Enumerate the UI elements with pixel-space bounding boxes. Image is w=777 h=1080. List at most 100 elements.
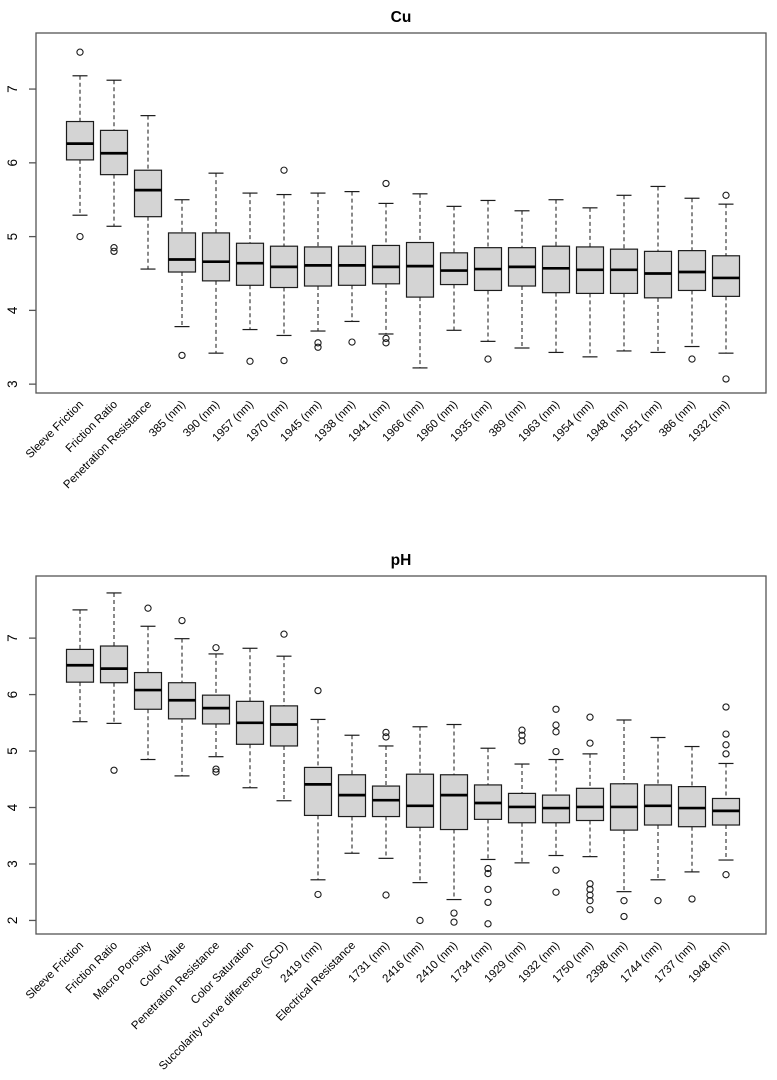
outlier-point	[484, 355, 492, 363]
iqr-box	[303, 766, 333, 817]
outlier-point	[110, 244, 118, 252]
outlier-point	[484, 898, 492, 907]
outlier-point	[722, 375, 730, 383]
outlier-point	[484, 920, 492, 928]
iqr-box	[405, 773, 435, 828]
y-axis-tick-label: 3	[5, 380, 20, 388]
plot-frame	[35, 575, 767, 935]
outlier-point	[382, 733, 390, 741]
outlier-point	[688, 895, 696, 903]
iqr-box	[133, 169, 163, 218]
box-1945-nm	[303, 192, 333, 351]
box-1963-nm	[541, 199, 571, 354]
box-sleeve-friction	[65, 609, 95, 723]
box-389-nm	[507, 210, 537, 349]
outlier-point	[314, 343, 322, 351]
box-1750-nm	[575, 713, 605, 914]
outlier-point	[212, 765, 220, 773]
outlier-point	[654, 897, 662, 905]
y-axis-tick-label: 4	[5, 803, 20, 811]
box-1970-nm	[269, 166, 299, 365]
outlier-point	[382, 728, 390, 737]
outlier-point	[178, 351, 186, 360]
outlier-point	[314, 890, 322, 899]
outlier-point	[314, 686, 322, 695]
box-1954-nm	[575, 207, 605, 358]
outlier-point	[416, 916, 424, 925]
outlier-point	[586, 885, 594, 894]
box-1951-nm	[643, 185, 673, 354]
y-axis-tick-label: 3	[5, 860, 20, 868]
outlier-point	[586, 906, 594, 914]
outlier-point	[450, 909, 458, 917]
y-axis-tick-label: 4	[5, 306, 20, 314]
y-axis-tick-label: 5	[5, 747, 20, 755]
outlier-point	[212, 644, 220, 652]
outlier-point	[348, 338, 356, 346]
box-386-nm	[677, 197, 707, 363]
box-penetration-resistance	[133, 115, 163, 270]
outlier-point	[280, 166, 288, 174]
box-1941-nm	[371, 179, 401, 347]
outlier-point	[382, 891, 390, 899]
outlier-point	[212, 768, 220, 776]
x-axis-label: Sleeve Friction	[24, 399, 86, 461]
box-2398-nm	[609, 719, 639, 921]
x-axis-label: Color Saturation	[189, 940, 256, 1007]
iqr-box	[65, 120, 95, 161]
box-penetration-resistance	[201, 644, 231, 776]
iqr-box	[677, 250, 707, 292]
box-390-nm	[201, 172, 231, 354]
iqr-box	[405, 241, 435, 298]
box-succolarity-curve-difference-scd	[269, 630, 299, 802]
outlier-point	[722, 741, 730, 749]
outlier-point	[484, 885, 492, 894]
iqr-box	[269, 705, 299, 747]
x-axis-label: Succolarity curve difference (SCD)	[157, 940, 290, 1073]
outlier-point	[518, 737, 526, 745]
outlier-point	[688, 355, 696, 363]
box-1948-nm	[609, 194, 639, 352]
y-axis-tick-label: 7	[5, 634, 20, 642]
outlier-point	[552, 747, 560, 756]
iqr-box	[201, 694, 231, 725]
outlier-point	[586, 713, 594, 721]
outlier-point	[382, 339, 390, 347]
box-1744-nm	[643, 736, 673, 905]
outlier-point	[722, 750, 730, 758]
outlier-point	[144, 604, 152, 612]
box-1932-nm	[711, 191, 741, 383]
outlier-point	[484, 864, 492, 873]
y-axis-tick-label: 6	[5, 691, 20, 699]
outlier-point	[382, 179, 390, 188]
box-2419-nm	[303, 686, 333, 899]
outlier-point	[76, 232, 84, 241]
box-electrical-resistance	[337, 734, 367, 854]
box-1960-nm	[439, 205, 469, 331]
y-axis-tick-label: 6	[5, 159, 20, 167]
box-1948-nm	[711, 703, 741, 879]
box-385-nm	[167, 199, 197, 360]
box-1966-nm	[405, 193, 435, 369]
chart-title: Cu	[391, 9, 412, 26]
outlier-point	[110, 766, 118, 774]
box-1737-nm	[677, 745, 707, 903]
box-1731-nm	[371, 728, 401, 899]
iqr-box	[371, 244, 401, 285]
box-macro-porosity	[133, 604, 163, 761]
outlier-point	[552, 728, 560, 736]
box-friction-ratio	[99, 79, 129, 256]
outlier-point	[178, 616, 186, 625]
box-2410-nm	[439, 723, 469, 926]
outlier-point	[620, 897, 628, 905]
outlier-point	[722, 730, 730, 738]
outlier-point	[722, 191, 730, 199]
outlier-point	[552, 705, 560, 713]
chart-title: pH	[391, 552, 412, 569]
outlier-point	[586, 891, 594, 899]
box-friction-ratio	[99, 592, 129, 774]
iqr-box	[439, 774, 469, 831]
